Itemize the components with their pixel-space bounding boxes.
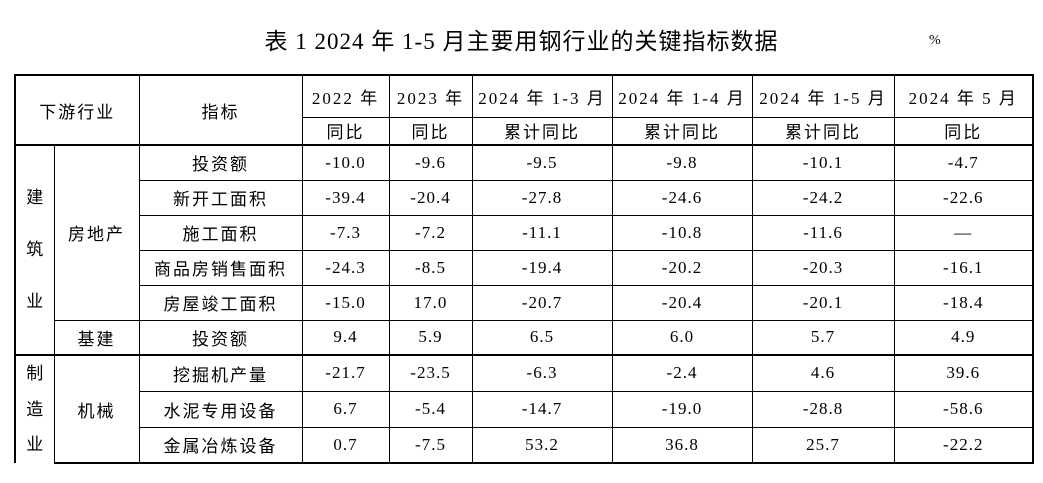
category-cell-construction: 建筑业 [14,144,55,356]
value-cell: -20.2 [611,249,753,286]
value-cell: -7.2 [388,214,473,251]
indicator-cell: 投资额 [138,144,303,181]
value-cell: -9.8 [611,144,753,181]
value-cell: -2.4 [611,353,753,392]
value-cell: 17.0 [388,284,473,321]
value-cell: -10.8 [611,214,753,251]
value-cell: -22.6 [893,179,1034,216]
value-cell: -4.7 [893,144,1034,181]
indicator-cell: 施工面积 [138,214,303,251]
value-cell: -19.0 [611,390,753,428]
header-row-periods: 下游行业 指标 2022 年 2023 年 2024 年 1-3 月 2024 … [14,74,1034,146]
value-cell: -7.3 [301,214,390,251]
value-cell: 25.7 [751,426,895,465]
value-cell: 53.2 [471,426,613,465]
data-table: 下游行业 指标 2022 年 2023 年 2024 年 1-3 月 2024 … [14,74,1034,465]
value-cell: 39.6 [893,353,1034,392]
indicator-cell: 挖掘机产量 [138,353,303,392]
value-cell: -11.1 [471,214,613,251]
value-cell: -6.3 [471,353,613,392]
value-cell: -5.4 [388,390,473,428]
header-measure: 累计同比 [611,116,753,146]
value-cell: -10.0 [301,144,390,181]
header-period-2024-5: 2024 年 5 月 [893,74,1034,118]
value-cell: -15.0 [301,284,390,321]
value-cell: -20.1 [751,284,895,321]
header-row-measures: 同比 同比 累计同比 累计同比 累计同比 同比 [15,116,1034,146]
value-cell: -19.4 [471,249,613,286]
value-cell: 4.9 [893,319,1034,356]
indicator-cell: 投资额 [138,319,303,356]
table-row: 新开工面积 -39.4 -20.4 -27.8 -24.6 -24.2 -22.… [15,179,1034,216]
value-cell: -7.5 [388,426,473,465]
table-title: 表 1 2024 年 1-5 月主要用钢行业的关键指标数据 [264,29,779,54]
value-cell: -24.6 [611,179,753,216]
table-row: 制造业 机械 挖掘机产量 -21.7 -23.5 -6.3 -2.4 4.6 3… [14,353,1034,465]
value-cell: -39.4 [301,179,390,216]
value-cell: 5.9 [388,319,473,356]
table-row: 房屋竣工面积 -15.0 17.0 -20.7 -20.4 -20.1 -18.… [15,284,1034,321]
value-cell: -20.3 [751,249,895,286]
header-measure: 同比 [893,116,1034,146]
indicator-cell: 房屋竣工面积 [138,284,303,321]
header-measure: 同比 [388,116,473,146]
value-cell: -58.6 [893,390,1034,428]
header-measure: 累计同比 [751,116,895,146]
value-cell: — [893,214,1034,251]
indicator-cell: 商品房销售面积 [138,249,303,286]
table-row: 水泥专用设备 6.7 -5.4 -14.7 -19.0 -28.8 -58.6 [15,390,1034,428]
indicator-cell: 新开工面积 [138,179,303,216]
category-cell-manufacturing: 制造业 [14,353,55,464]
value-cell: 36.8 [611,426,753,465]
value-cell: -11.6 [751,214,895,251]
value-cell: -16.1 [893,249,1034,286]
table-row: 建筑业 房地产 投资额 -10.0 -9.6 -9.5 -9.8 -10.1 -… [14,144,1034,356]
value-cell: -22.2 [893,426,1034,465]
value-cell: 4.6 [751,353,895,392]
header-cell-indicator: 指标 [138,74,303,146]
header-measure: 累计同比 [471,116,613,146]
value-cell: -24.2 [751,179,895,216]
value-cell: 6.0 [611,319,753,356]
value-cell: -9.6 [388,144,473,181]
header-period-2024-1-5: 2024 年 1-5 月 [751,74,895,118]
value-cell: -23.5 [388,353,473,392]
value-cell: 0.7 [301,426,390,465]
value-cell: -20.4 [611,284,753,321]
group-cell-infrastructure: 基建 [53,319,140,356]
header-measure: 同比 [301,116,390,146]
value-cell: 6.5 [471,319,613,356]
indicator-cell: 水泥专用设备 [138,390,303,428]
value-cell: -20.4 [388,179,473,216]
value-cell: -14.7 [471,390,613,428]
title-bar: 表 1 2024 年 1-5 月主要用钢行业的关键指标数据 % [0,0,1043,74]
value-cell: 5.7 [751,319,895,356]
value-cell: -8.5 [388,249,473,286]
value-cell: 6.7 [301,390,390,428]
group-cell-realestate: 房地产 [53,144,140,321]
value-cell: -24.3 [301,249,390,286]
table-row: 金属冶炼设备 0.7 -7.5 53.2 36.8 25.7 -22.2 [15,426,1034,465]
header-period-2022: 2022 年 [301,74,390,118]
category-label: 建筑业 [26,188,44,311]
header-period-2023: 2023 年 [388,74,473,118]
table-row: 商品房销售面积 -24.3 -8.5 -19.4 -20.2 -20.3 -16… [15,249,1034,286]
unit-label: % [929,33,941,48]
value-cell: -21.7 [301,353,390,392]
value-cell: 9.4 [301,319,390,356]
header-period-2024-1-3: 2024 年 1-3 月 [471,74,613,118]
header-period-2024-1-4: 2024 年 1-4 月 [611,74,753,118]
value-cell: -10.1 [751,144,895,181]
value-cell: -18.4 [893,284,1034,321]
value-cell: -27.8 [471,179,613,216]
indicator-cell: 金属冶炼设备 [138,426,303,465]
category-label: 制造业 [26,364,44,455]
value-cell: -20.7 [471,284,613,321]
group-cell-machinery: 机械 [53,353,140,465]
table-row: 基建 投资额 9.4 5.9 6.5 6.0 5.7 4.9 [15,319,1034,356]
value-cell: -9.5 [471,144,613,181]
table-row: 施工面积 -7.3 -7.2 -11.1 -10.8 -11.6 — [15,214,1034,251]
value-cell: -28.8 [751,390,895,428]
header-cell-industry: 下游行业 [14,74,140,146]
